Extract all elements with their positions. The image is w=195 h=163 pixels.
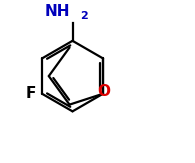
Text: F: F	[26, 86, 36, 101]
Text: NH: NH	[45, 4, 71, 19]
Text: O: O	[98, 84, 111, 99]
Text: 2: 2	[80, 11, 88, 21]
